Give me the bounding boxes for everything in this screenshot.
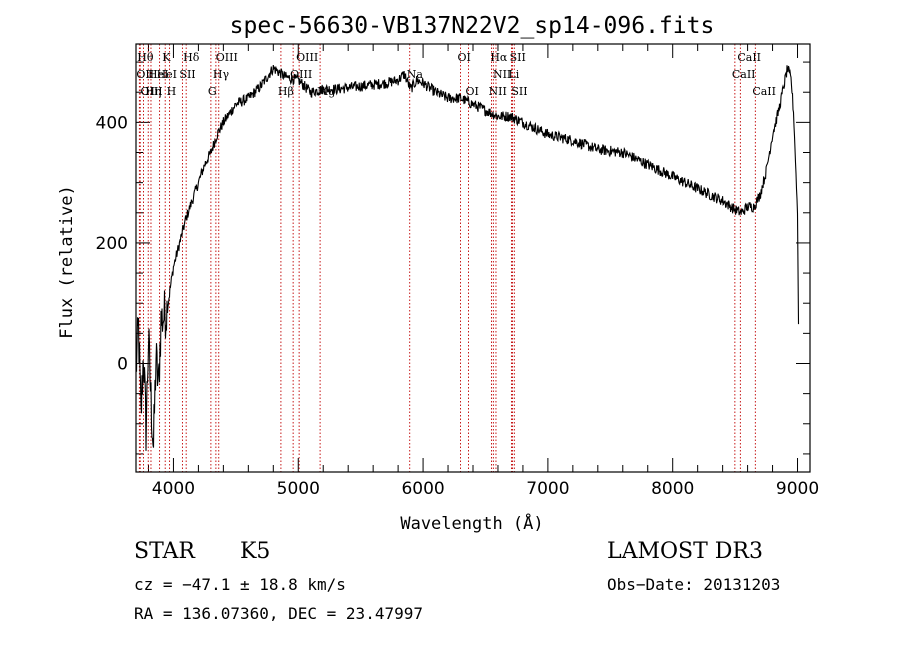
spectral-line-label: OIII bbox=[216, 51, 238, 64]
spectral-line-label: OII bbox=[136, 68, 154, 81]
spectral-line-label: OIII bbox=[296, 51, 318, 64]
spectral-line-label: SII bbox=[510, 51, 526, 64]
x-tick-label: 7000 bbox=[526, 479, 569, 499]
spectral-line-label: OIII bbox=[290, 68, 312, 81]
object-subclass: K5 bbox=[240, 539, 271, 564]
x-tick-label: 9000 bbox=[776, 479, 819, 499]
spectral-line-label: Hβ bbox=[278, 85, 294, 98]
spectral-line-label: Hδ bbox=[183, 51, 200, 64]
spectral-line-label: Hα bbox=[490, 51, 508, 64]
spectral-line-label: OI bbox=[458, 51, 471, 64]
x-tick-label: 4000 bbox=[152, 479, 195, 499]
x-tick-label: 8000 bbox=[651, 479, 694, 499]
spectral-line-label: HeI bbox=[148, 68, 168, 81]
spectral-line-label: SII bbox=[511, 85, 527, 98]
x-tick-label: 6000 bbox=[401, 479, 444, 499]
spectral-line-label: Li bbox=[508, 68, 519, 81]
spectral-line-labels: HθOIIOIIIHηHeIHeIKHSIIHδGHγOIIIHβOIIIOII… bbox=[136, 51, 776, 98]
spectral-line-label: OI bbox=[466, 85, 479, 98]
spectrum-chart: 4000 5000 6000 7000 8000 9000 0 200 400 Hθ OII OII… bbox=[57, 13, 819, 534]
spectral-line-label: K bbox=[162, 51, 171, 64]
spectral-line-label: HeI bbox=[157, 68, 177, 81]
coordinates-readout: RA = 136.07360, DEC = 23.47997 bbox=[134, 604, 423, 623]
chart-title: spec-56630-VB137N22V2_sp14-096.fits bbox=[230, 13, 715, 39]
spectral-line-label: CaII bbox=[752, 85, 776, 98]
spectral-line-label: CaII bbox=[732, 68, 756, 81]
x-tick-label: 5000 bbox=[277, 479, 320, 499]
spectral-line-label: H bbox=[167, 85, 177, 98]
y-axis-label: Flux (relative) bbox=[57, 185, 77, 339]
spectral-line-label: SII bbox=[179, 68, 195, 81]
spectral-line-label: OIII bbox=[140, 85, 162, 98]
redshift-readout: cz = −47.1 ± 18.8 km/s bbox=[134, 575, 346, 594]
spectral-line-label: NII bbox=[488, 85, 506, 98]
y-tick-label: 200 bbox=[96, 234, 128, 254]
axis-ticks: 4000 5000 6000 7000 8000 9000 0 200 400 bbox=[96, 44, 819, 499]
spectral-line-label: NII bbox=[493, 68, 511, 81]
spectral-line-label: G bbox=[208, 85, 217, 98]
observation-date: Obs−Date: 20131203 bbox=[607, 575, 781, 594]
spectral-line-label: Hη bbox=[145, 85, 161, 98]
x-axis-label: Wavelength (Å) bbox=[400, 512, 543, 534]
flux-series-line bbox=[135, 65, 800, 451]
spectral-line-label: Na bbox=[407, 68, 424, 81]
object-class: STAR bbox=[134, 539, 195, 564]
y-tick-label: 400 bbox=[96, 113, 128, 133]
spectral-line-label: Hγ bbox=[213, 68, 230, 81]
spectral-line-label: CaII bbox=[737, 51, 761, 64]
y-tick-label: 0 bbox=[117, 354, 128, 374]
plot-frame bbox=[135, 43, 811, 473]
spectral-line-label: Hθ bbox=[137, 51, 154, 64]
survey-name: LAMOST DR3 bbox=[607, 539, 763, 564]
